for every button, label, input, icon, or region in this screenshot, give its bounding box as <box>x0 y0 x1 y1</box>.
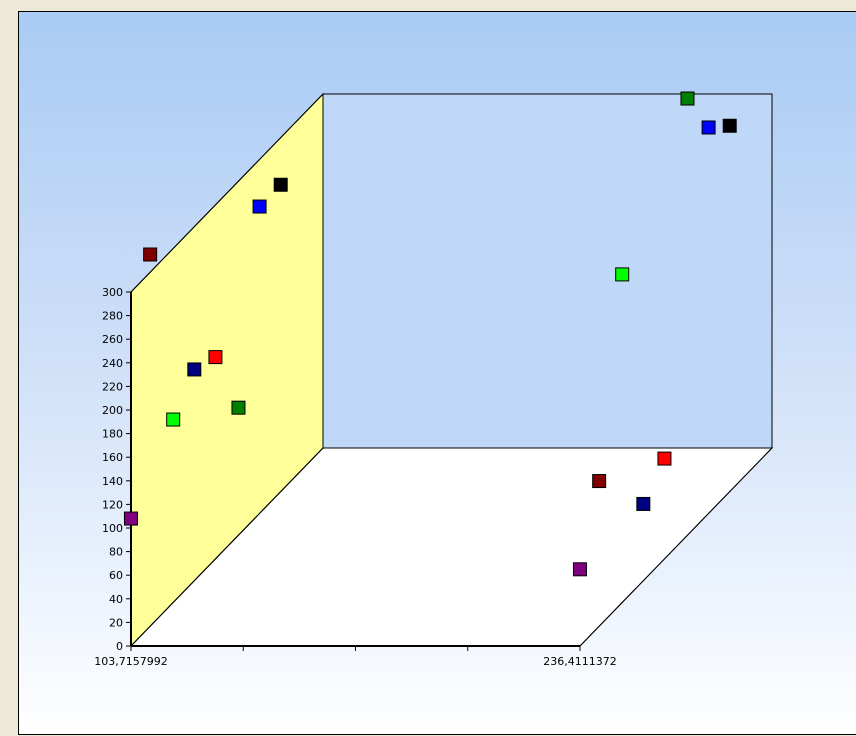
data-point <box>123 511 138 526</box>
y-tick-label: 60 <box>109 569 123 582</box>
data-point <box>680 91 695 106</box>
data-point <box>252 199 267 214</box>
y-tick-label: 140 <box>102 475 123 488</box>
plot-area: 0 20 40 60 80 100 120 140 160 180 200 220 240 260 280 3… <box>94 91 774 668</box>
y-tick-label: 100 <box>102 522 123 535</box>
back-wall <box>322 93 773 449</box>
data-point <box>208 350 223 365</box>
x-tick-label: 103,7157992 <box>94 655 167 668</box>
y-tick-label: 40 <box>109 593 123 606</box>
data-markers <box>123 91 737 577</box>
y-tick-label: 80 <box>109 546 123 559</box>
y-tick-label: 300 <box>102 286 123 299</box>
data-point <box>143 247 158 262</box>
x-axis: 103,7157992 236,4111372 <box>94 645 617 668</box>
x-tick-label: 236,4111372 <box>543 655 616 668</box>
data-point <box>231 400 246 415</box>
y-tick-label: 240 <box>102 357 123 370</box>
chart-frame: 0 20 40 60 80 100 120 140 160 180 200 220 240 260 280 3… <box>18 11 856 735</box>
data-point <box>166 412 181 427</box>
y-tick-label: 0 <box>116 640 123 653</box>
data-point <box>657 451 672 466</box>
data-point <box>592 474 607 489</box>
data-point <box>701 120 716 135</box>
y-tick-label: 200 <box>102 404 123 417</box>
data-point <box>572 562 587 577</box>
y-axis: 0 20 40 60 80 100 120 140 160 180 200 220 240 260 280 3… <box>102 286 132 653</box>
data-point <box>636 496 651 511</box>
y-tick-label: 20 <box>109 616 123 629</box>
data-point <box>273 177 288 192</box>
y-tick-label: 120 <box>102 498 123 511</box>
data-point <box>722 118 737 133</box>
y-tick-label: 160 <box>102 451 123 464</box>
data-point <box>615 267 630 282</box>
box-edge <box>130 93 324 293</box>
data-point <box>187 362 202 377</box>
box-edge <box>130 447 324 647</box>
y-tick-label: 220 <box>102 380 123 393</box>
y-tick-label: 280 <box>102 310 123 323</box>
y-tick-label: 180 <box>102 428 123 441</box>
y-tick-label: 260 <box>102 333 123 346</box>
box-edge <box>579 447 773 647</box>
